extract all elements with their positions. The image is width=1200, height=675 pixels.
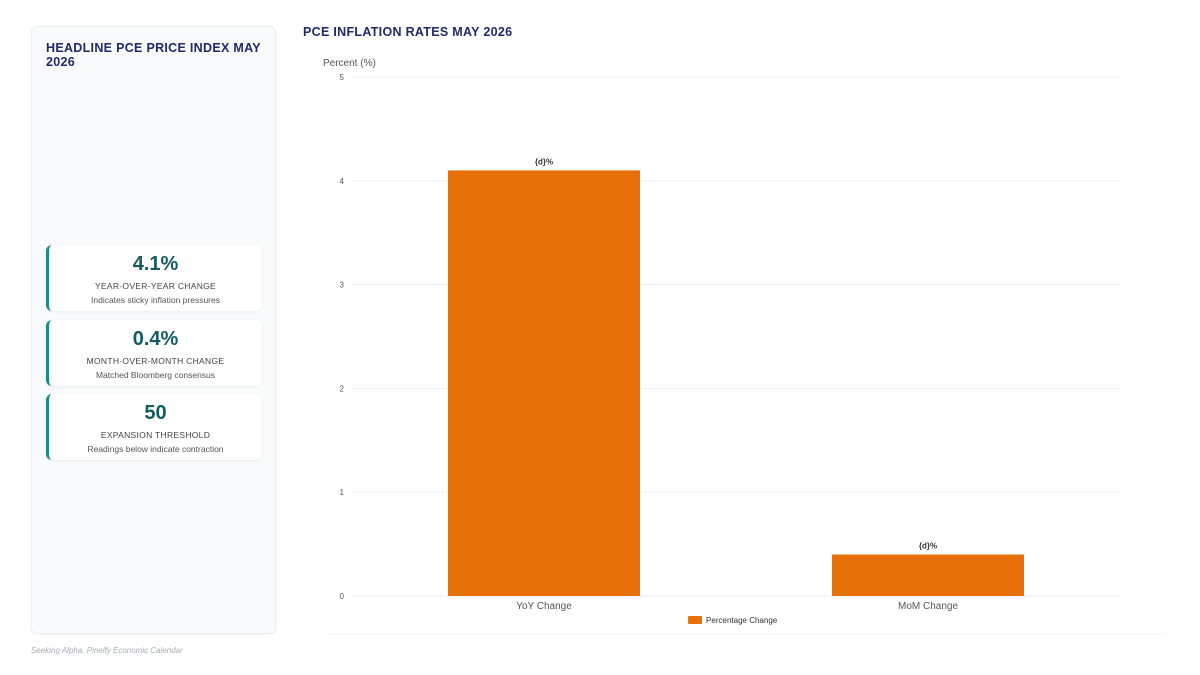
legend-label: Percentage Change (706, 616, 778, 625)
chart-area: Percent (%) 0 1 2 3 4 5 {d}% YoY Change {d}% MoM C… (290, 50, 1170, 640)
stat-label: YEAR-OVER-YEAR CHANGE (94, 281, 217, 291)
stat-description: Matched Bloomberg consensus (95, 370, 216, 380)
stat-label: MONTH-OVER-MONTH CHANGE (86, 356, 225, 366)
legend-swatch (688, 616, 703, 624)
bar-mom-change (832, 554, 1024, 596)
y-tick-label: 4 (340, 177, 345, 186)
x-tick-label: YoY Change (516, 601, 572, 612)
data-label: {d}% (535, 157, 553, 166)
stat-value: 4.1% (132, 253, 179, 275)
stat-label: EXPANSION THRESHOLD (100, 430, 211, 440)
y-axis-label: Percent (%) (323, 58, 376, 69)
y-tick-label: 1 (340, 488, 345, 497)
stat-card-yoy: 4.1% YEAR-OVER-YEAR CHANGE Indicates sti… (46, 245, 262, 311)
stat-description: Readings below indicate contraction (87, 444, 224, 454)
data-label: {d}% (919, 541, 937, 550)
stat-value: 0.4% (132, 328, 179, 350)
y-tick-label: 0 (340, 592, 345, 601)
y-tick-label: 3 (340, 281, 345, 290)
x-tick-label: MoM Change (898, 601, 958, 612)
source-note: Seeking Alpha, Pinelfy Economic Calendar (31, 646, 183, 655)
summary-panel: HEADLINE PCE PRICE INDEX MAY 2026 4.1% Y… (31, 26, 276, 634)
bar-yoy-change (448, 170, 640, 597)
panel-title: HEADLINE PCE PRICE INDEX MAY 2026 (46, 41, 261, 69)
stat-value: 50 (144, 402, 167, 424)
stat-card-mom: 0.4% MONTH-OVER-MONTH CHANGE Matched Blo… (46, 320, 262, 386)
stat-description: Indicates sticky inflation pressures (91, 295, 220, 305)
stat-card-threshold: 50 EXPANSION THRESHOLD Readings below in… (46, 394, 262, 460)
bar-chart: Percent (%) 0 1 2 3 4 5 {d}% YoY Change {d}% MoM C… (323, 58, 1165, 635)
y-tick-label: 5 (340, 73, 345, 82)
chart-title: PCE INFLATION RATES MAY 2026 (303, 25, 513, 39)
y-tick-label: 2 (340, 384, 345, 393)
